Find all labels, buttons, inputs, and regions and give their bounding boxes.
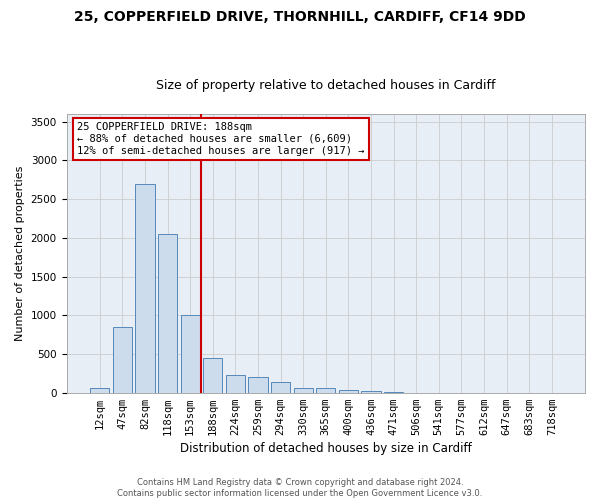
Bar	[90, 388, 109, 392]
Bar	[339, 390, 358, 392]
Title: Size of property relative to detached houses in Cardiff: Size of property relative to detached ho…	[156, 79, 496, 92]
Bar	[361, 391, 380, 392]
Bar	[158, 234, 177, 392]
X-axis label: Distribution of detached houses by size in Cardiff: Distribution of detached houses by size …	[180, 442, 472, 455]
Bar	[203, 358, 223, 392]
Bar	[113, 327, 132, 392]
Text: 25, COPPERFIELD DRIVE, THORNHILL, CARDIFF, CF14 9DD: 25, COPPERFIELD DRIVE, THORNHILL, CARDIF…	[74, 10, 526, 24]
Bar	[136, 184, 155, 392]
Bar	[316, 388, 335, 392]
Text: Contains HM Land Registry data © Crown copyright and database right 2024.
Contai: Contains HM Land Registry data © Crown c…	[118, 478, 482, 498]
Text: 25 COPPERFIELD DRIVE: 188sqm
← 88% of detached houses are smaller (6,609)
12% of: 25 COPPERFIELD DRIVE: 188sqm ← 88% of de…	[77, 122, 364, 156]
Bar	[226, 375, 245, 392]
Bar	[248, 377, 268, 392]
Y-axis label: Number of detached properties: Number of detached properties	[15, 166, 25, 341]
Bar	[271, 382, 290, 392]
Bar	[181, 314, 200, 392]
Bar	[293, 388, 313, 392]
